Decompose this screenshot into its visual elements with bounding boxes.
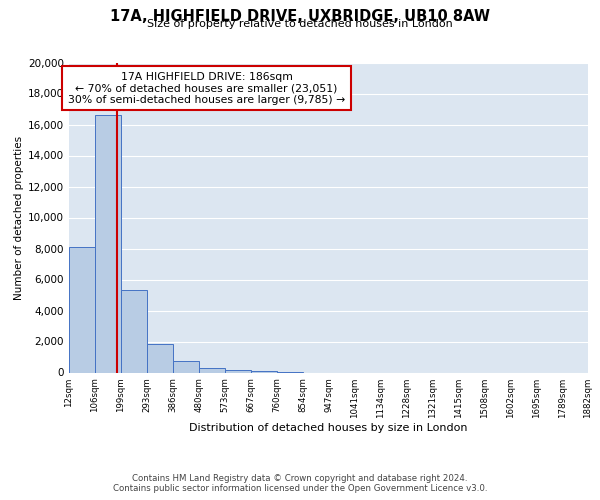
Bar <box>95 115 121 372</box>
Bar <box>147 344 173 372</box>
Bar <box>199 368 224 372</box>
Text: Contains public sector information licensed under the Open Government Licence v3: Contains public sector information licen… <box>113 484 487 493</box>
Bar <box>121 290 147 372</box>
Text: Contains HM Land Registry data © Crown copyright and database right 2024.: Contains HM Land Registry data © Crown c… <box>132 474 468 483</box>
Y-axis label: Number of detached properties: Number of detached properties <box>14 136 24 300</box>
Bar <box>225 370 251 372</box>
Text: 17A HIGHFIELD DRIVE: 186sqm
← 70% of detached houses are smaller (23,051)
30% of: 17A HIGHFIELD DRIVE: 186sqm ← 70% of det… <box>68 72 345 105</box>
X-axis label: Distribution of detached houses by size in London: Distribution of detached houses by size … <box>189 424 468 434</box>
Text: 17A, HIGHFIELD DRIVE, UXBRIDGE, UB10 8AW: 17A, HIGHFIELD DRIVE, UXBRIDGE, UB10 8AW <box>110 9 490 24</box>
Text: Size of property relative to detached houses in London: Size of property relative to detached ho… <box>147 19 453 29</box>
Bar <box>69 247 95 372</box>
Bar <box>173 361 199 372</box>
